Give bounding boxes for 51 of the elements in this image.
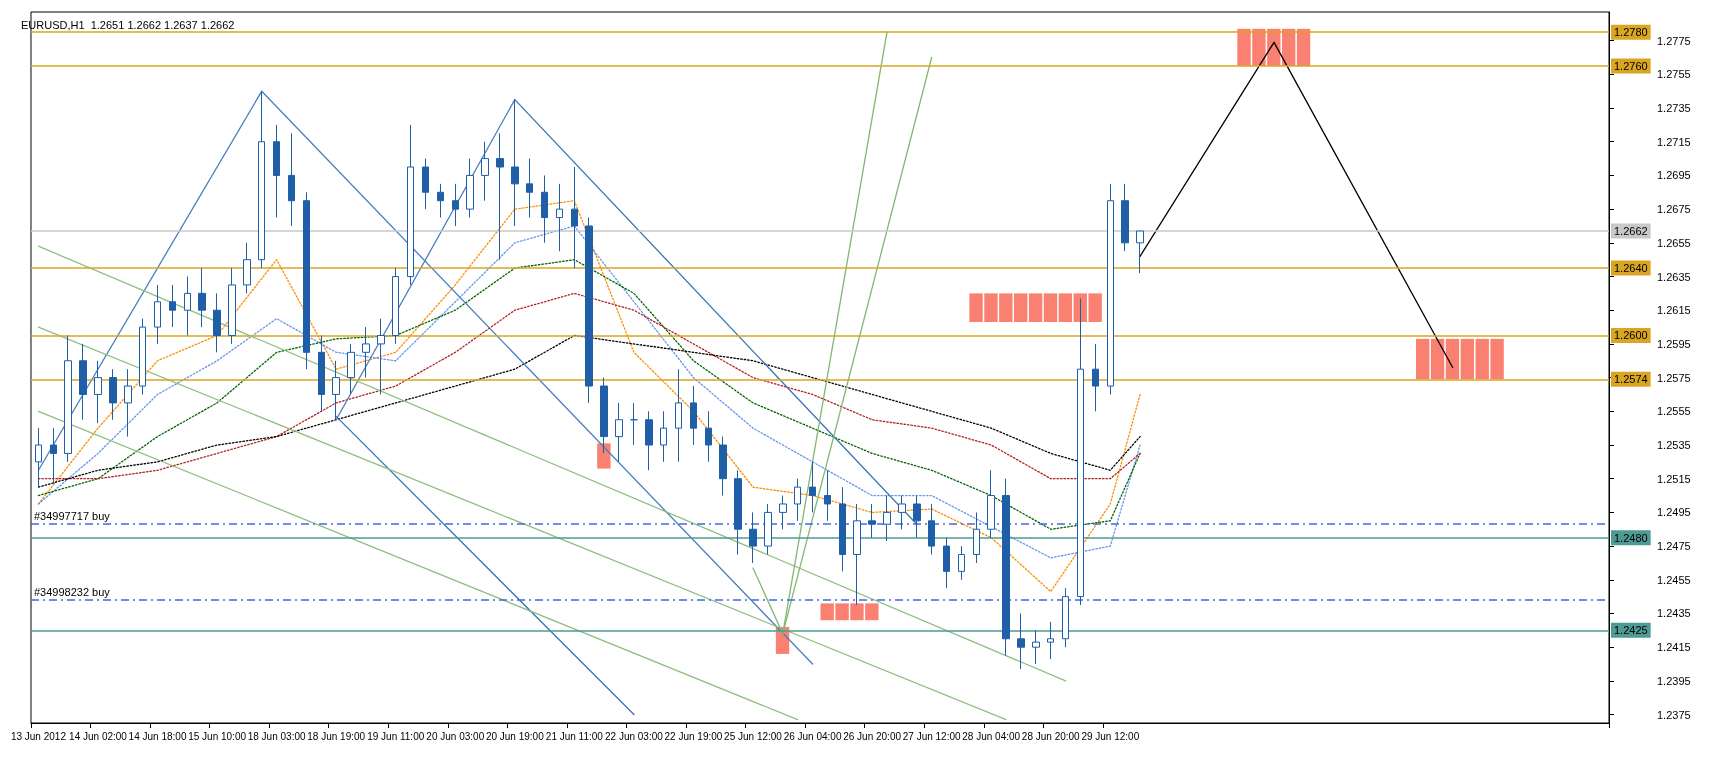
text: EURUSD,H1 1.2651 1.2662 1.2637 1.2662 bbox=[21, 18, 235, 31]
y-tick-label: 1.2435 bbox=[1657, 607, 1691, 620]
ref-line-label: 1.2662 bbox=[1614, 225, 1648, 238]
x-tick-label: 15 Jun 10:00 bbox=[188, 730, 247, 742]
ref-line-label: #34998232 buy bbox=[33, 585, 111, 598]
y-tick-label: 1.2615 bbox=[1657, 304, 1691, 317]
y-tick-label: 1.2635 bbox=[1657, 270, 1691, 283]
x-tick-label: 19 Jun 11:00 bbox=[367, 730, 425, 742]
y-tick-label: 1.2675 bbox=[1657, 203, 1691, 216]
x-tick-label: 28 Jun 20:00 bbox=[1021, 730, 1081, 742]
y-tick-label: 1.2555 bbox=[1657, 405, 1691, 418]
x-tick-label: 18 Jun 19:00 bbox=[307, 730, 366, 742]
y-tick-label: 1.2515 bbox=[1657, 472, 1691, 485]
y-tick-label: 1.2595 bbox=[1657, 337, 1691, 350]
x-tick-label: 20 Jun 19:00 bbox=[485, 730, 545, 742]
y-tick-label: 1.2475 bbox=[1657, 540, 1691, 553]
y-tick-label: 1.2735 bbox=[1657, 102, 1691, 115]
y-tick-label: 1.2415 bbox=[1657, 641, 1691, 654]
y-tick-label: 1.2695 bbox=[1657, 169, 1691, 182]
x-tick-label: 14 Jun 02:00 bbox=[69, 730, 128, 742]
x-tick-label: 29 Jun 12:00 bbox=[1081, 730, 1140, 742]
ref-line-label: 1.2480 bbox=[1614, 531, 1648, 544]
ref-line-label: #34997717 buy bbox=[33, 509, 111, 522]
x-tick-label: 25 Jun 12:00 bbox=[724, 730, 783, 742]
y-tick-label: 1.2775 bbox=[1657, 34, 1691, 47]
x-tick-label: 26 Jun 04:00 bbox=[783, 730, 842, 742]
y-tick-label: 1.2495 bbox=[1657, 506, 1691, 519]
x-tick-label: 21 Jun 11:00 bbox=[545, 730, 604, 742]
y-tick-label: 1.2655 bbox=[1657, 236, 1691, 249]
x-tick-label: 28 Jun 04:00 bbox=[962, 730, 1021, 742]
x-tick-label: 22 Jun 19:00 bbox=[664, 730, 723, 742]
y-tick-label: 1.2715 bbox=[1657, 135, 1691, 148]
x-tick-label: 14 Jun 18:00 bbox=[128, 730, 187, 742]
y-tick-label: 1.2575 bbox=[1657, 371, 1691, 384]
ref-line-label: 1.2574 bbox=[1614, 373, 1648, 386]
y-tick-label: 1.2755 bbox=[1657, 68, 1691, 81]
y-tick-label: 1.2375 bbox=[1657, 708, 1691, 721]
x-tick-label: 13 Jun 2012 bbox=[10, 730, 67, 742]
x-tick-label: 26 Jun 20:00 bbox=[843, 730, 902, 742]
ref-line-label: 1.2760 bbox=[1614, 59, 1648, 72]
x-tick-label: 27 Jun 12:00 bbox=[902, 730, 961, 742]
ref-line-label: 1.2425 bbox=[1614, 624, 1648, 637]
x-tick-label: 20 Jun 03:00 bbox=[426, 730, 485, 742]
ref-line-label: 1.2780 bbox=[1614, 26, 1648, 39]
x-tick-label: 22 Jun 03:00 bbox=[605, 730, 664, 742]
y-tick-label: 1.2395 bbox=[1657, 674, 1691, 687]
ref-line-label: 1.2600 bbox=[1614, 329, 1648, 342]
y-tick-label: 1.2455 bbox=[1657, 573, 1691, 586]
y-tick-label: 1.2535 bbox=[1657, 439, 1691, 451]
x-tick-label: 18 Jun 03:00 bbox=[247, 730, 306, 742]
ref-line-label: 1.2640 bbox=[1614, 262, 1648, 275]
